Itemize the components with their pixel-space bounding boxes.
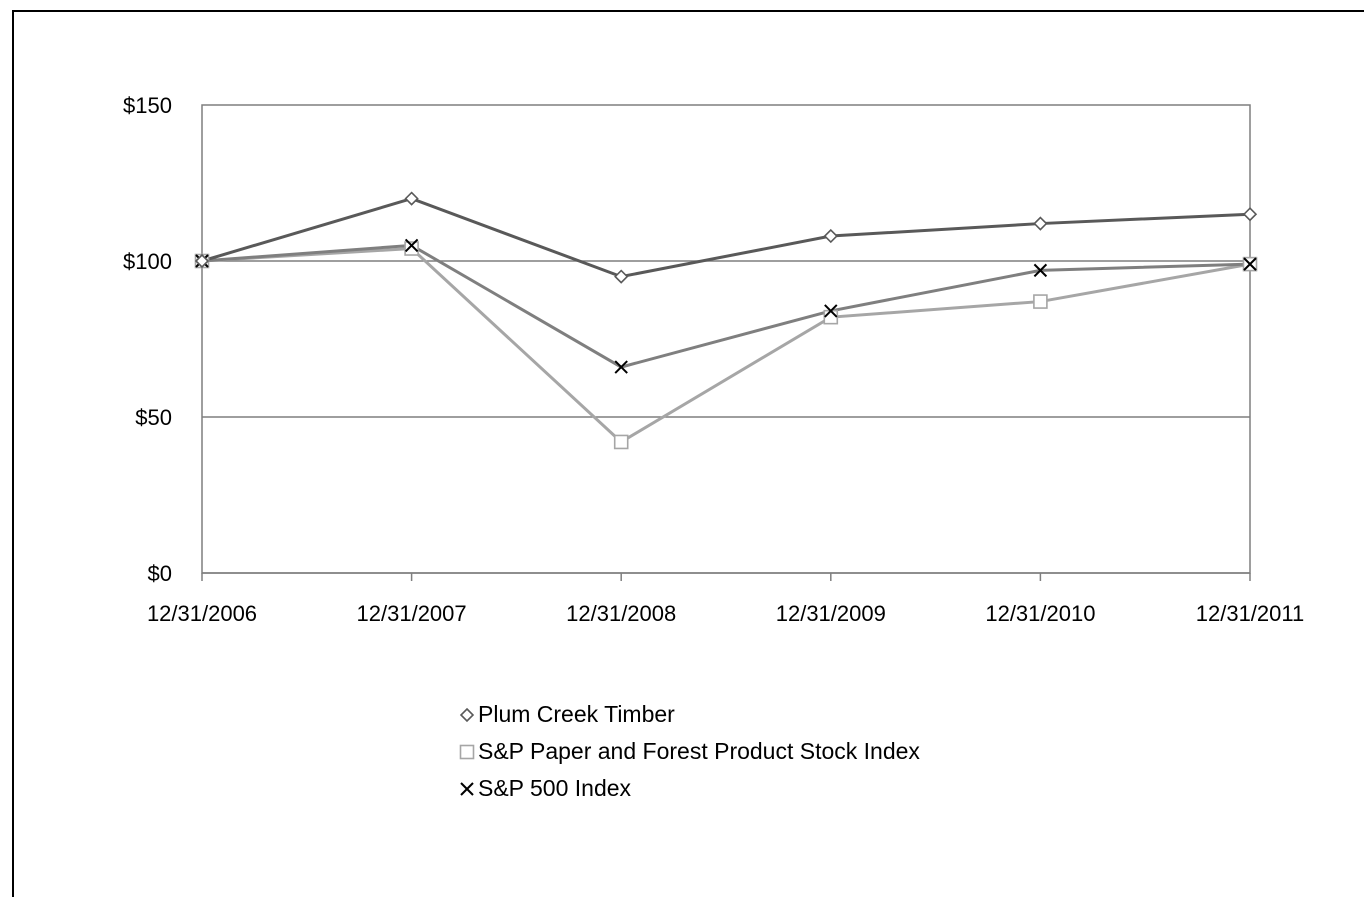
square-marker — [823, 309, 839, 325]
legend-label: S&P Paper and Forest Product Stock Index — [478, 738, 920, 764]
square-legend-icon — [456, 741, 478, 763]
frame-border-left — [12, 10, 14, 897]
x-tick-label: 12/31/2008 — [566, 601, 676, 626]
y-tick-label: $0 — [148, 561, 172, 586]
square-marker — [459, 744, 475, 759]
x-marker-stroke — [460, 781, 474, 796]
diamond-marker — [823, 228, 838, 244]
x-legend-icon — [456, 778, 478, 800]
diamond-marker — [404, 191, 419, 206]
legend-item: S&P 500 Index — [456, 770, 920, 807]
x-marker-stroke — [614, 360, 628, 374]
x-marker-stroke — [824, 304, 838, 318]
diamond-marker — [1242, 207, 1258, 222]
legend-marker-svg — [460, 781, 474, 796]
x-marker — [1243, 257, 1257, 271]
series-line-0 — [201, 197, 1251, 279]
x-tick-label: 12/31/2010 — [985, 601, 1095, 626]
x-marker — [460, 781, 474, 796]
y-tick-label: $100 — [123, 249, 172, 274]
y-tick-label: $50 — [135, 405, 172, 430]
diamond-legend-icon — [456, 704, 478, 726]
legend-label: S&P 500 Index — [478, 775, 632, 801]
x-marker — [404, 238, 419, 253]
x-marker-stroke — [404, 238, 419, 253]
diamond-marker — [459, 707, 475, 722]
legend: Plum Creek Timber S&P Paper and Forest Pr… — [456, 696, 920, 807]
legend-marker-svg — [459, 707, 475, 722]
x-marker-stroke — [1243, 257, 1257, 271]
legend-marker-svg — [459, 744, 475, 759]
x-tick-label: 12/31/2009 — [776, 601, 886, 626]
diamond-marker — [1033, 216, 1048, 231]
x-tick-label: 12/31/2011 — [1196, 601, 1304, 626]
x-marker — [614, 360, 628, 374]
series-line-1 — [201, 246, 1251, 444]
diamond-marker — [614, 269, 629, 284]
x-marker — [824, 304, 838, 318]
gridlines — [202, 260, 1250, 418]
x-tick-label: 12/31/2007 — [357, 601, 467, 626]
x-marker-stroke — [1033, 263, 1048, 278]
frame-border-top — [12, 10, 1364, 12]
legend-item: S&P Paper and Forest Product Stock Index — [456, 733, 920, 770]
series-lines — [201, 197, 1251, 444]
x-marker — [1033, 263, 1048, 278]
y-tick-label: $150 — [123, 93, 172, 118]
square-marker — [613, 434, 629, 450]
axes — [201, 104, 1251, 581]
square-marker — [1033, 294, 1048, 309]
diamond-marker — [194, 253, 210, 269]
tick-labels: $0 $50 $100 $150 12/31/2006 12/31/2007 12/31/2… — [123, 93, 1304, 626]
legend-item: Plum Creek Timber — [456, 696, 920, 733]
series-line-2 — [201, 243, 1251, 369]
legend-label: Plum Creek Timber — [478, 701, 675, 727]
square-marker — [404, 241, 419, 256]
series-markers — [194, 191, 1258, 450]
x-tick-label: 12/31/2006 — [147, 601, 257, 626]
